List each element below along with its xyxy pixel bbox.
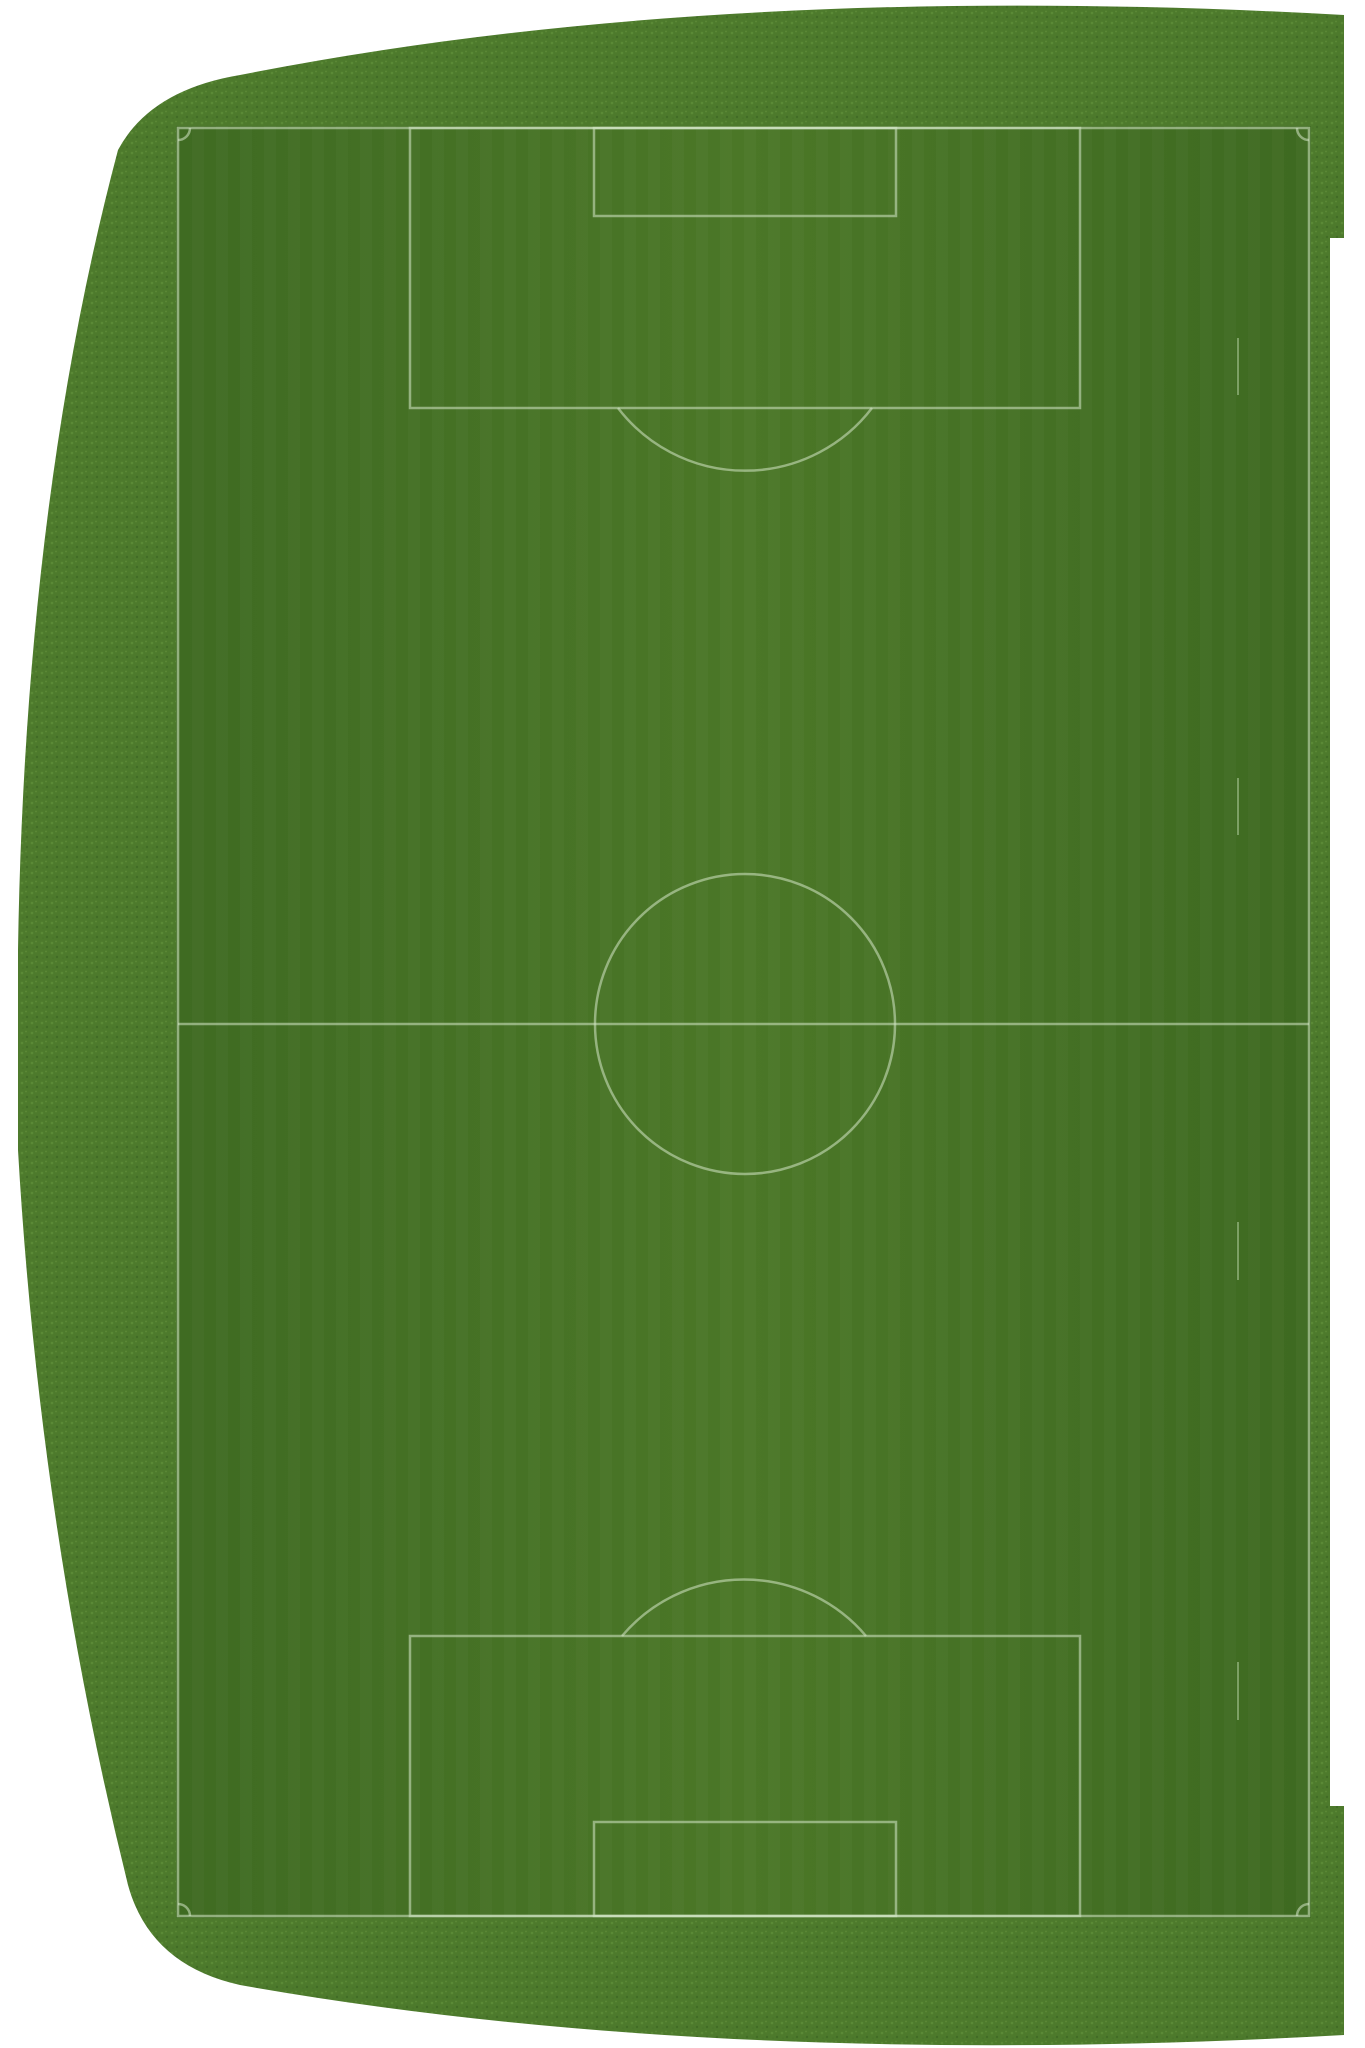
center-circle <box>593 872 897 1176</box>
bottom-goal-area <box>592 1820 898 1918</box>
top-goal-area <box>592 126 898 218</box>
bottom-penalty-arc <box>621 1578 867 1637</box>
corner-arc-top-right <box>1295 127 1310 142</box>
corner-arc-bottom-right <box>1295 1902 1310 1917</box>
corner-arc-bottom-left <box>177 1902 192 1917</box>
top-penalty-arc <box>617 407 873 472</box>
corner-arc-top-left <box>177 127 192 142</box>
